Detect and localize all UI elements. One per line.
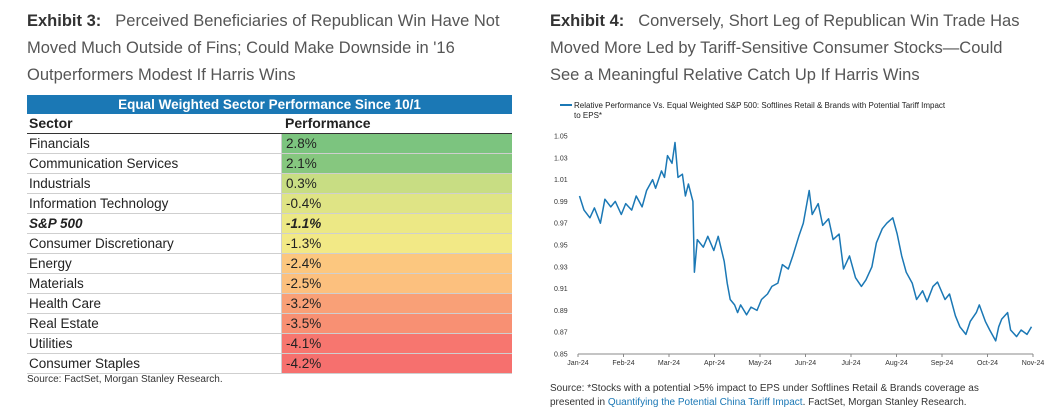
sector-name: Energy [27, 254, 282, 273]
sector-name: Materials [27, 274, 282, 293]
exhibit-3: Exhibit 3: Perceived Beneficiaries of Rep… [27, 8, 517, 89]
sector-name: Financials [27, 134, 282, 153]
exhibit-3-title: Exhibit 3: Perceived Beneficiaries of Rep… [27, 8, 517, 89]
x-tick-label: Jun-24 [795, 360, 817, 367]
table-row: Energy -2.4% [27, 254, 512, 274]
column-header-performance: Performance [285, 115, 371, 131]
sector-performance: -1.3% [282, 234, 512, 253]
table-row: Consumer Staples -4.2% [27, 354, 512, 374]
y-tick-label: 0.95 [554, 243, 568, 250]
x-tick-label: Feb-24 [612, 360, 634, 367]
sector-performance: -2.5% [282, 274, 512, 293]
sector-name: Health Care [27, 294, 282, 313]
legend-label: to EPS* [574, 111, 602, 120]
y-tick-label: 0.85 [554, 352, 568, 359]
sector-performance: 2.1% [282, 154, 512, 173]
legend-label: Relative Performance Vs. Equal Weighted … [574, 101, 946, 110]
table-column-headers: Sector Performance [27, 114, 512, 134]
y-tick-label: 0.97 [554, 221, 568, 228]
table-body: Financials 2.8% Communication Services 2.1%… [27, 134, 512, 374]
exhibit-4-number: Exhibit 4: [550, 12, 625, 30]
y-tick-label: 0.89 [554, 308, 568, 315]
y-tick-label: 0.87 [554, 330, 568, 337]
x-tick-label: Apr-24 [704, 360, 725, 367]
sector-performance: -1.1% [282, 214, 512, 233]
exhibit-4-title-line: Conversely, Short Leg of Republican Win … [638, 12, 1020, 30]
sector-name: S&P 500 [27, 214, 282, 233]
table-row: Industrials 0.3% [27, 174, 512, 194]
x-tick-label: Aug-24 [885, 360, 908, 367]
x-tick-label: May-24 [748, 360, 771, 367]
exhibit-3-title-line: Moved Much Outside of Fins; Could Make D… [27, 39, 455, 57]
sector-performance: 2.8% [282, 134, 512, 153]
table-row: Health Care -3.2% [27, 294, 512, 314]
x-tick-label: Jul-24 [841, 360, 860, 367]
chart-axes: 0.85 0.87 0.89 0.91 0.93 0.95 0.97 0.99 1.01 1.03… [554, 134, 1044, 368]
sector-performance: -4.1% [282, 334, 512, 353]
exhibit-3-source: Source: FactSet, Morgan Stanley Research… [27, 374, 223, 385]
series-line [578, 141, 1033, 342]
exhibit-4-title-line: See a Meaningful Relative Catch Up If Ha… [550, 66, 920, 84]
exhibit-3-title-line: Outperformers Modest If Harris Wins [27, 66, 296, 84]
y-tick-label: 0.93 [554, 264, 568, 271]
y-tick-label: 0.91 [554, 286, 568, 293]
exhibit-4: Exhibit 4: Conversely, Short Leg of Repub… [550, 8, 1045, 89]
table-row: Communication Services 2.1% [27, 154, 512, 174]
exhibit-4-source-pre: presented in [550, 397, 608, 408]
column-header-sector: Sector [29, 115, 73, 131]
x-tick-label: Oct-24 [977, 360, 998, 367]
relative-performance-chart: Relative Performance Vs. Equal Weighted … [554, 101, 1044, 368]
table-row: Utilities -4.1% [27, 334, 512, 354]
sector-performance: -0.4% [282, 194, 512, 213]
y-tick-label: 1.01 [554, 177, 568, 184]
table-row: Financials 2.8% [27, 134, 512, 154]
exhibit-4-title: Exhibit 4: Conversely, Short Leg of Repub… [550, 8, 1045, 89]
sector-name: Industrials [27, 174, 282, 193]
x-tick-label: Sep-24 [931, 360, 954, 367]
sector-name: Consumer Staples [27, 354, 282, 373]
table-row: Real Estate -3.5% [27, 314, 512, 334]
sector-performance: -4.2% [282, 354, 512, 373]
sector-performance: 0.3% [282, 174, 512, 193]
table-title: Equal Weighted Sector Performance Since … [27, 95, 512, 114]
y-tick-label: 1.05 [554, 134, 568, 141]
x-tick-label: Nov-24 [1022, 360, 1045, 367]
x-tick-label: Jan-24 [567, 360, 589, 367]
sector-name: Communication Services [27, 154, 282, 173]
sector-performance: -3.5% [282, 314, 512, 333]
sector-performance: -2.4% [282, 254, 512, 273]
exhibit-4-source-line: Source: *Stocks with a potential >5% imp… [550, 383, 979, 394]
sector-name: Utilities [27, 334, 282, 353]
y-tick-label: 1.03 [554, 155, 568, 162]
source-report-link[interactable]: Quantifying the Potential China Tariff I… [607, 397, 803, 408]
sector-name: Information Technology [27, 194, 282, 213]
x-tick-label: Mar-24 [658, 360, 680, 367]
y-tick-label: 0.99 [554, 199, 568, 206]
sector-name: Consumer Discretionary [27, 234, 282, 253]
sector-performance-table: Equal Weighted Sector Performance Since … [27, 95, 512, 374]
exhibit-3-title-line: Perceived Beneficiaries of Republican Wi… [115, 12, 500, 30]
exhibit-4-source-post: . FactSet, Morgan Stanley Research. [802, 397, 967, 408]
table-row: Information Technology -0.4% [27, 194, 512, 214]
table-row: S&P 500 -1.1% [27, 214, 512, 234]
sector-name: Real Estate [27, 314, 282, 333]
table-row: Consumer Discretionary -1.3% [27, 234, 512, 254]
exhibit-4-source: Source: *Stocks with a potential >5% imp… [550, 382, 1040, 410]
sector-performance: -3.2% [282, 294, 512, 313]
table-row: Materials -2.5% [27, 274, 512, 294]
exhibit-3-number: Exhibit 3: [27, 12, 102, 30]
exhibit-4-title-line: Moved More Led by Tariff-Sensitive Consu… [550, 39, 1003, 57]
